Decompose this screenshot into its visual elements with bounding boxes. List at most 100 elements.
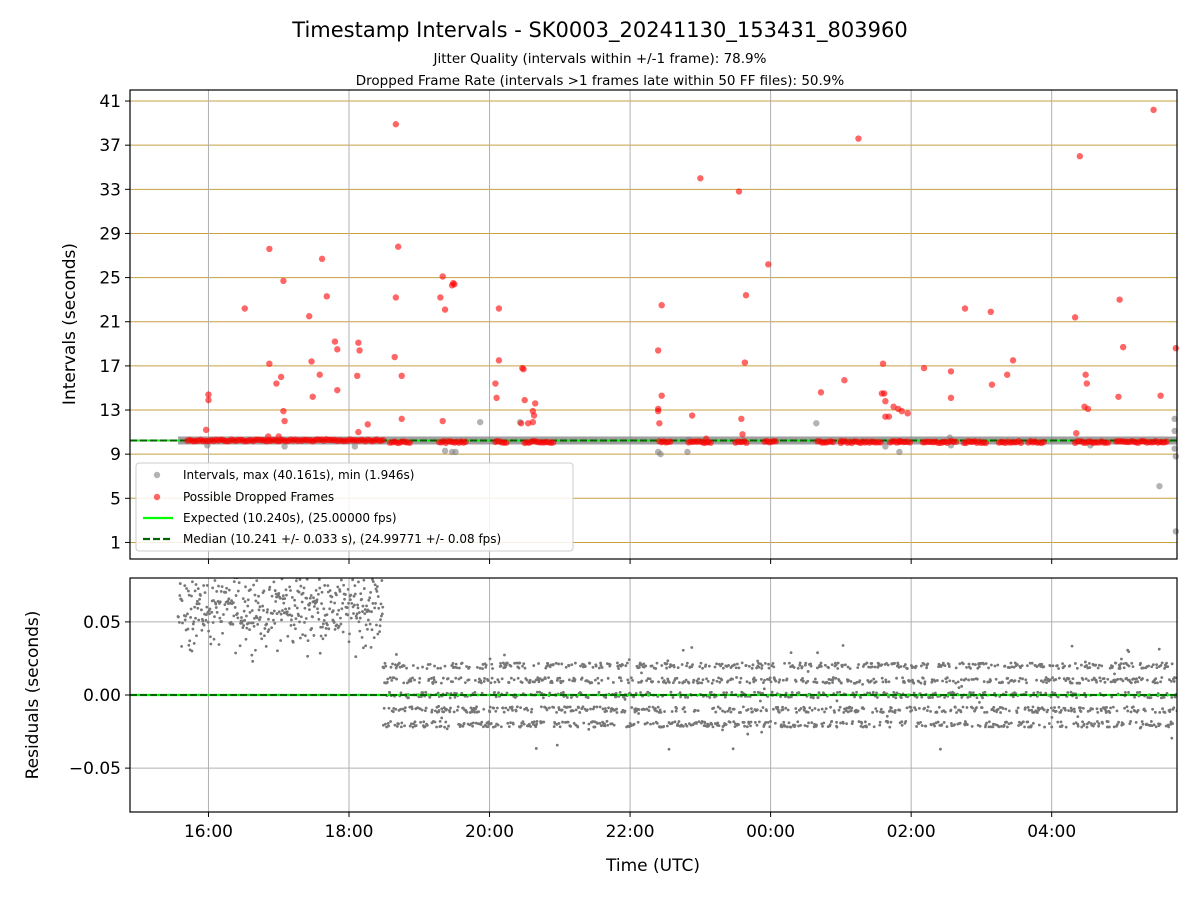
residual-point [1059, 720, 1063, 724]
dropped-point-65 [742, 292, 750, 299]
residual-point [237, 563, 240, 566]
residual-point [683, 695, 687, 699]
residual-point [283, 597, 287, 601]
residual-point [305, 596, 309, 600]
residual-point [525, 706, 528, 710]
residual-point [423, 709, 427, 712]
residual-point [316, 607, 319, 611]
residual-point [914, 708, 918, 712]
residual-point [420, 708, 424, 712]
residual-point [807, 721, 810, 725]
residual-point [205, 605, 209, 609]
residual-point [402, 681, 406, 685]
legend-median-label: Median (10.241 +/- 0.033 s), (24.99771 +… [183, 532, 501, 546]
residual-point [339, 622, 343, 626]
residual-point [1015, 663, 1019, 666]
residual-point [1038, 707, 1042, 711]
residual-point [683, 710, 687, 714]
dropped-segment-13 [960, 437, 990, 447]
residual-point [833, 710, 836, 714]
residual-point [949, 722, 953, 725]
residual-point [502, 710, 506, 714]
residual-point [284, 588, 288, 592]
residual-point [278, 596, 282, 600]
residual-point [527, 722, 531, 726]
residual-point [497, 680, 501, 684]
residual-point [324, 626, 328, 630]
residual-point [511, 722, 515, 726]
residual-point [386, 721, 390, 725]
residual-point [343, 597, 346, 601]
residual-point [867, 722, 871, 726]
residual-point [428, 695, 432, 699]
residual-point [785, 677, 789, 681]
residual-point [308, 608, 311, 612]
residual-point [827, 681, 831, 685]
residual-point [585, 708, 589, 712]
residual-point [1037, 723, 1041, 727]
residual-point [224, 590, 228, 594]
residual-point [220, 585, 224, 589]
dropped-point-31 [398, 372, 405, 380]
residual-point [504, 706, 508, 710]
residual-point [975, 706, 978, 709]
residual-point [760, 666, 764, 670]
residual-point [677, 681, 681, 684]
residual-point [274, 592, 278, 596]
xtick-label-2: 20:00 [465, 822, 514, 842]
residual-point [849, 709, 853, 712]
residual-point [671, 721, 674, 724]
residual-point [349, 616, 353, 620]
residual-point [373, 606, 377, 610]
residual-point [722, 691, 726, 695]
residual-point [1064, 679, 1068, 682]
residual-point [452, 710, 456, 714]
residual-point [845, 722, 848, 726]
residual-point [595, 721, 599, 725]
residual-point [240, 616, 243, 619]
residual-point [434, 680, 438, 684]
residual-point [1001, 706, 1005, 710]
residual-point [509, 676, 513, 680]
residual-point [922, 662, 926, 666]
residual-point [368, 622, 372, 626]
residual-point [834, 676, 838, 680]
residual-point [1110, 695, 1114, 699]
residual-point [626, 678, 630, 682]
residual-point [538, 690, 542, 694]
dropped-segment-point [707, 439, 714, 446]
residual-point [767, 666, 771, 670]
legend-intervals-label: Intervals, max (40.161s), min (1.946s) [183, 468, 414, 482]
residual-point [574, 708, 578, 712]
residual-point [600, 678, 604, 682]
dropped-point-28 [394, 243, 402, 250]
residual-point [320, 602, 323, 605]
residual-point [1067, 677, 1071, 681]
residual-point [676, 722, 680, 726]
residual-point [793, 723, 797, 727]
residual-point [531, 723, 535, 726]
residual-point [1141, 677, 1144, 680]
residual-point [671, 681, 675, 685]
residual-point [218, 600, 222, 604]
residual-point [692, 678, 696, 682]
residual-point [549, 663, 553, 667]
residual-point [537, 662, 540, 665]
residual-point [1093, 722, 1096, 726]
residual-point [1008, 666, 1012, 669]
residual-point [441, 676, 445, 680]
residual-point [921, 676, 925, 680]
residual-point [637, 680, 640, 684]
residual-point [664, 681, 668, 685]
residual-point [258, 618, 261, 622]
residual-point [703, 721, 707, 725]
dropped-segment-8 [761, 437, 779, 446]
residual-point [846, 665, 850, 669]
residual-point [335, 623, 339, 627]
residual-point [201, 619, 205, 623]
dropped-point-84 [947, 368, 955, 375]
residual-point [836, 667, 840, 670]
residual-point [657, 710, 661, 714]
residual-point [361, 610, 364, 613]
residual-point [344, 574, 347, 577]
